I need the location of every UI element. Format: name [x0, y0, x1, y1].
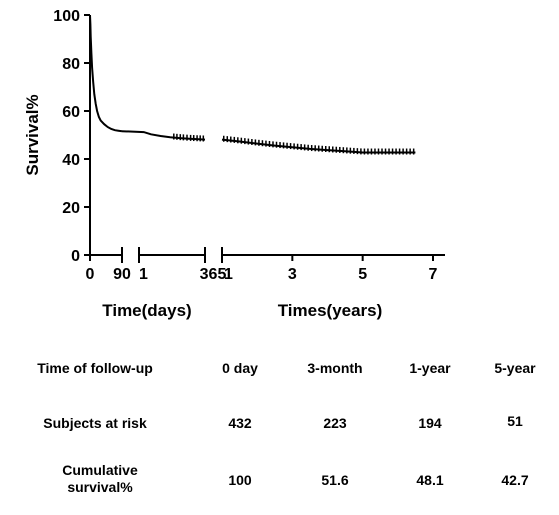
- x-axis-title-years: Times(years): [278, 301, 383, 320]
- subjects-1-year: 194: [418, 415, 442, 431]
- table-header-1-year: 1-year: [409, 360, 451, 376]
- x-tick-label-years-7: 7: [429, 266, 438, 283]
- y-tick-label-40: 40: [62, 152, 80, 169]
- y-tick-label-80: 80: [62, 56, 80, 73]
- table-header-5-year: 5-year: [494, 360, 536, 376]
- survival-curves: [89, 14, 416, 155]
- y-tick-label-60: 60: [62, 104, 80, 121]
- y-axis: 0 20 40 60 80 100: [53, 8, 91, 265]
- x-tick-label-years-1: 1: [224, 266, 233, 283]
- subjects-3-month: 223: [323, 415, 347, 431]
- subjects-5-year: 51: [507, 413, 523, 429]
- y-tick-label-20: 20: [62, 200, 80, 217]
- x-tick-label-years-5: 5: [358, 266, 367, 283]
- x-tick-label-days-1: 1: [139, 266, 148, 283]
- survival-1-year: 48.1: [416, 472, 444, 488]
- y-tick-label-0: 0: [71, 248, 80, 265]
- x-tick-label-days-365: 365: [200, 266, 227, 283]
- subjects-0-day: 432: [228, 415, 252, 431]
- curve-days-late: [121, 130, 206, 141]
- table-header-0-day: 0 day: [222, 360, 258, 376]
- table-header-3-month: 3-month: [307, 360, 363, 376]
- row-label-subjects-at-risk: Subjects at risk: [43, 415, 147, 431]
- table-header-label: Time of follow-up: [37, 360, 153, 376]
- x-tick-label-days-90: 90: [113, 266, 131, 283]
- survival-3-month: 51.6: [321, 472, 349, 488]
- y-axis-title: Survival%: [23, 94, 42, 175]
- x-tick-label-days-0: 0: [86, 266, 95, 283]
- x-axis-title-days: Time(days): [102, 301, 191, 320]
- x-tick-label-years-3: 3: [288, 266, 297, 283]
- y-tick-label-100: 100: [53, 8, 80, 25]
- survival-5-year: 42.7: [501, 472, 529, 488]
- survival-0-day: 100: [228, 472, 252, 488]
- curve-days-early: [89, 14, 123, 133]
- row-label-cumulative-survival: Cumulative survival%: [62, 462, 138, 495]
